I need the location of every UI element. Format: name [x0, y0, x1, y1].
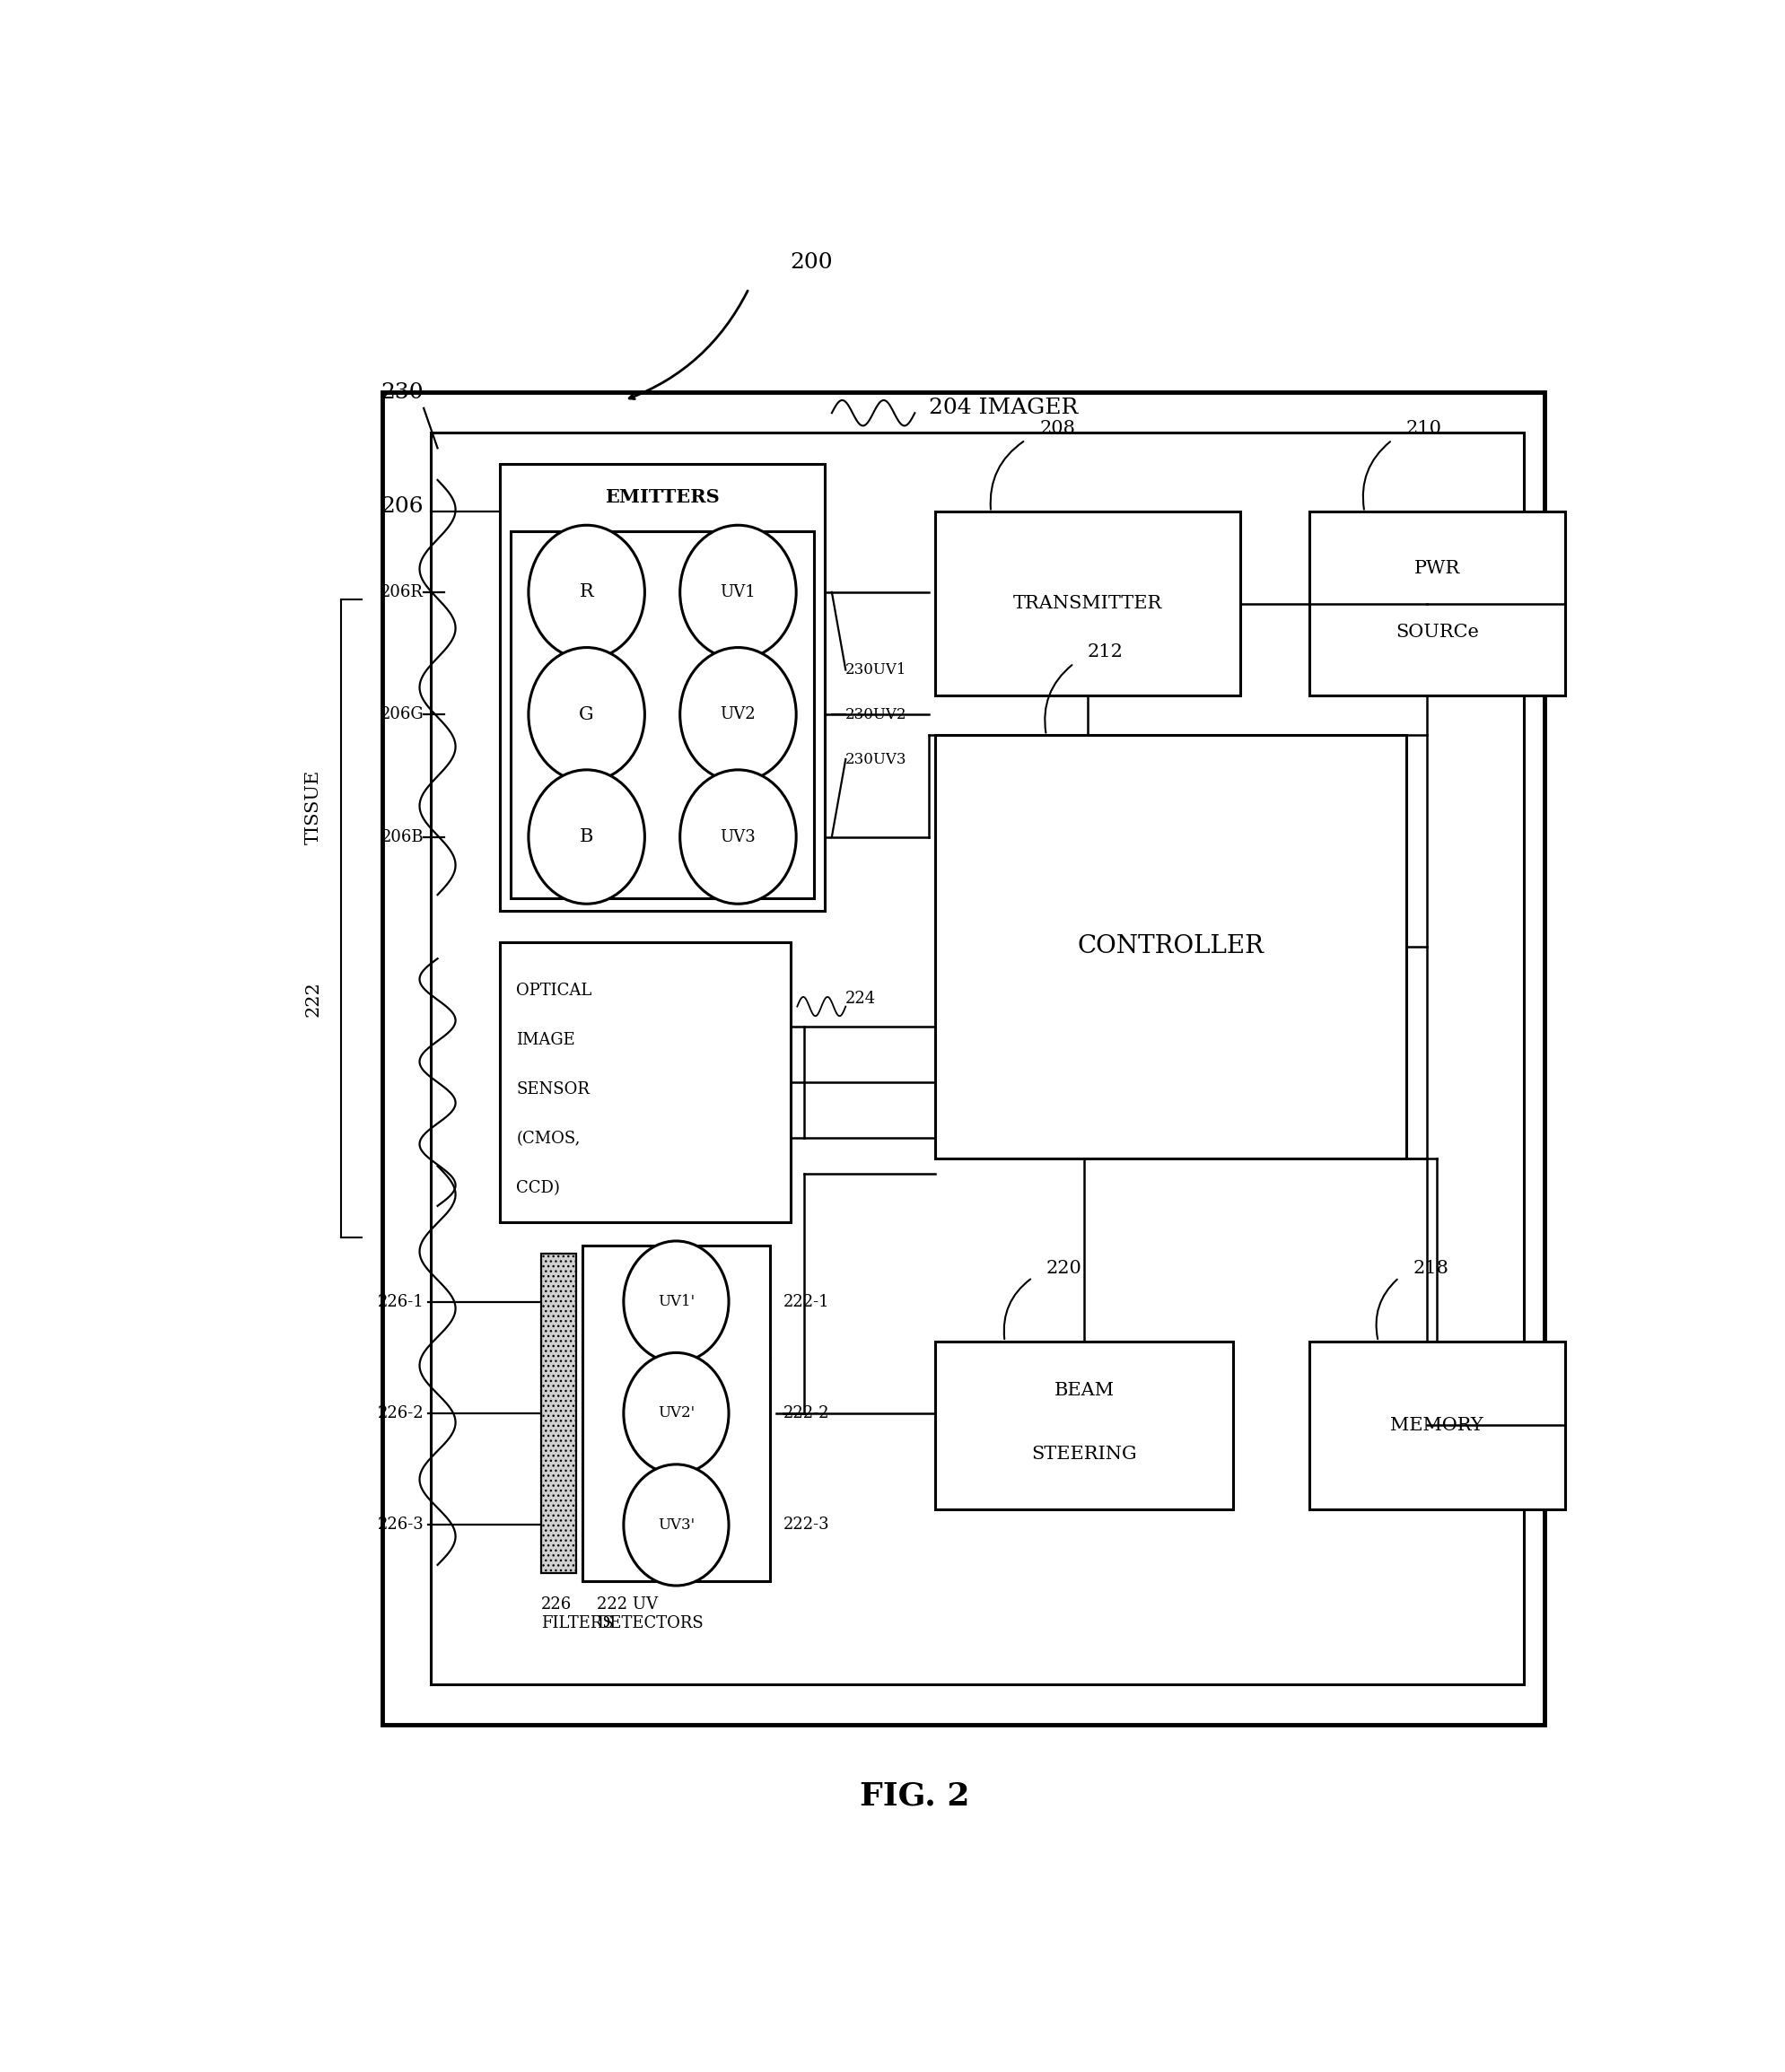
Text: (CMOS,: (CMOS, — [516, 1131, 580, 1148]
Text: UV3: UV3 — [721, 829, 755, 845]
Bar — [935, 512, 1241, 696]
Text: 212: 212 — [1087, 644, 1123, 661]
Bar — [500, 943, 791, 1222]
Text: OPTICAL: OPTICAL — [516, 982, 593, 999]
Bar — [1308, 512, 1565, 696]
Text: PWR: PWR — [1414, 559, 1460, 576]
Text: CONTROLLER: CONTROLLER — [1078, 934, 1264, 959]
Circle shape — [528, 771, 644, 903]
Text: UV2: UV2 — [721, 707, 755, 723]
Text: SOURCe: SOURCe — [1396, 624, 1478, 640]
Text: 222 UV
DETECTORS: 222 UV DETECTORS — [596, 1598, 703, 1631]
Text: G: G — [578, 707, 594, 723]
Text: 226-2: 226-2 — [377, 1405, 423, 1421]
Text: 200: 200 — [791, 253, 834, 274]
Text: 226-3: 226-3 — [377, 1517, 423, 1533]
Bar — [935, 736, 1407, 1158]
Circle shape — [623, 1353, 728, 1473]
Text: BEAM: BEAM — [1055, 1382, 1114, 1399]
Bar — [500, 464, 825, 912]
Text: 230UV1: 230UV1 — [846, 663, 907, 678]
Bar — [511, 530, 814, 897]
Circle shape — [680, 524, 796, 659]
Text: 206B: 206B — [380, 829, 423, 845]
Circle shape — [680, 646, 796, 781]
Text: 224: 224 — [846, 990, 876, 1007]
Bar — [582, 1245, 769, 1581]
Text: 220: 220 — [1046, 1260, 1082, 1276]
Text: FIG. 2: FIG. 2 — [860, 1782, 969, 1811]
Text: 222-2: 222-2 — [784, 1405, 830, 1421]
Text: 230UV2: 230UV2 — [846, 707, 907, 723]
Text: TISSUE: TISSUE — [305, 769, 321, 845]
Text: 230UV3: 230UV3 — [846, 752, 907, 767]
Bar — [1308, 1341, 1565, 1508]
Text: B: B — [580, 829, 593, 845]
Text: UV1': UV1' — [657, 1295, 694, 1310]
Text: IMAGE: IMAGE — [516, 1032, 575, 1048]
Text: 226
FILTERS: 226 FILTERS — [541, 1598, 614, 1631]
Text: 206: 206 — [380, 495, 423, 516]
Bar — [935, 1341, 1233, 1508]
Text: 222-3: 222-3 — [784, 1517, 830, 1533]
Text: STEERING: STEERING — [1032, 1446, 1137, 1463]
Circle shape — [528, 524, 644, 659]
Text: 222: 222 — [305, 980, 321, 1017]
Text: CCD): CCD) — [516, 1181, 560, 1196]
Text: 222-1: 222-1 — [784, 1293, 830, 1310]
Text: EMITTERS: EMITTERS — [605, 487, 719, 506]
Text: 210: 210 — [1407, 421, 1442, 437]
Circle shape — [528, 646, 644, 781]
Text: UV2': UV2' — [657, 1405, 694, 1421]
Text: 206R: 206R — [380, 584, 423, 601]
Circle shape — [623, 1465, 728, 1585]
Circle shape — [623, 1241, 728, 1361]
Text: 218: 218 — [1412, 1260, 1449, 1276]
Text: 230: 230 — [380, 381, 423, 402]
Text: UV1: UV1 — [721, 584, 755, 601]
Text: MEMORY: MEMORY — [1391, 1417, 1483, 1434]
Bar — [382, 392, 1544, 1724]
Text: 226-1: 226-1 — [377, 1293, 423, 1310]
Text: 208: 208 — [1039, 421, 1075, 437]
Bar — [430, 433, 1524, 1685]
Bar — [541, 1254, 577, 1573]
Text: R: R — [580, 584, 594, 601]
Text: UV3': UV3' — [657, 1517, 694, 1533]
Circle shape — [680, 771, 796, 903]
Text: 206G: 206G — [380, 707, 423, 723]
Text: SENSOR: SENSOR — [516, 1082, 589, 1098]
Text: 204 IMAGER: 204 IMAGER — [928, 398, 1078, 419]
Text: TRANSMITTER: TRANSMITTER — [1014, 595, 1162, 611]
